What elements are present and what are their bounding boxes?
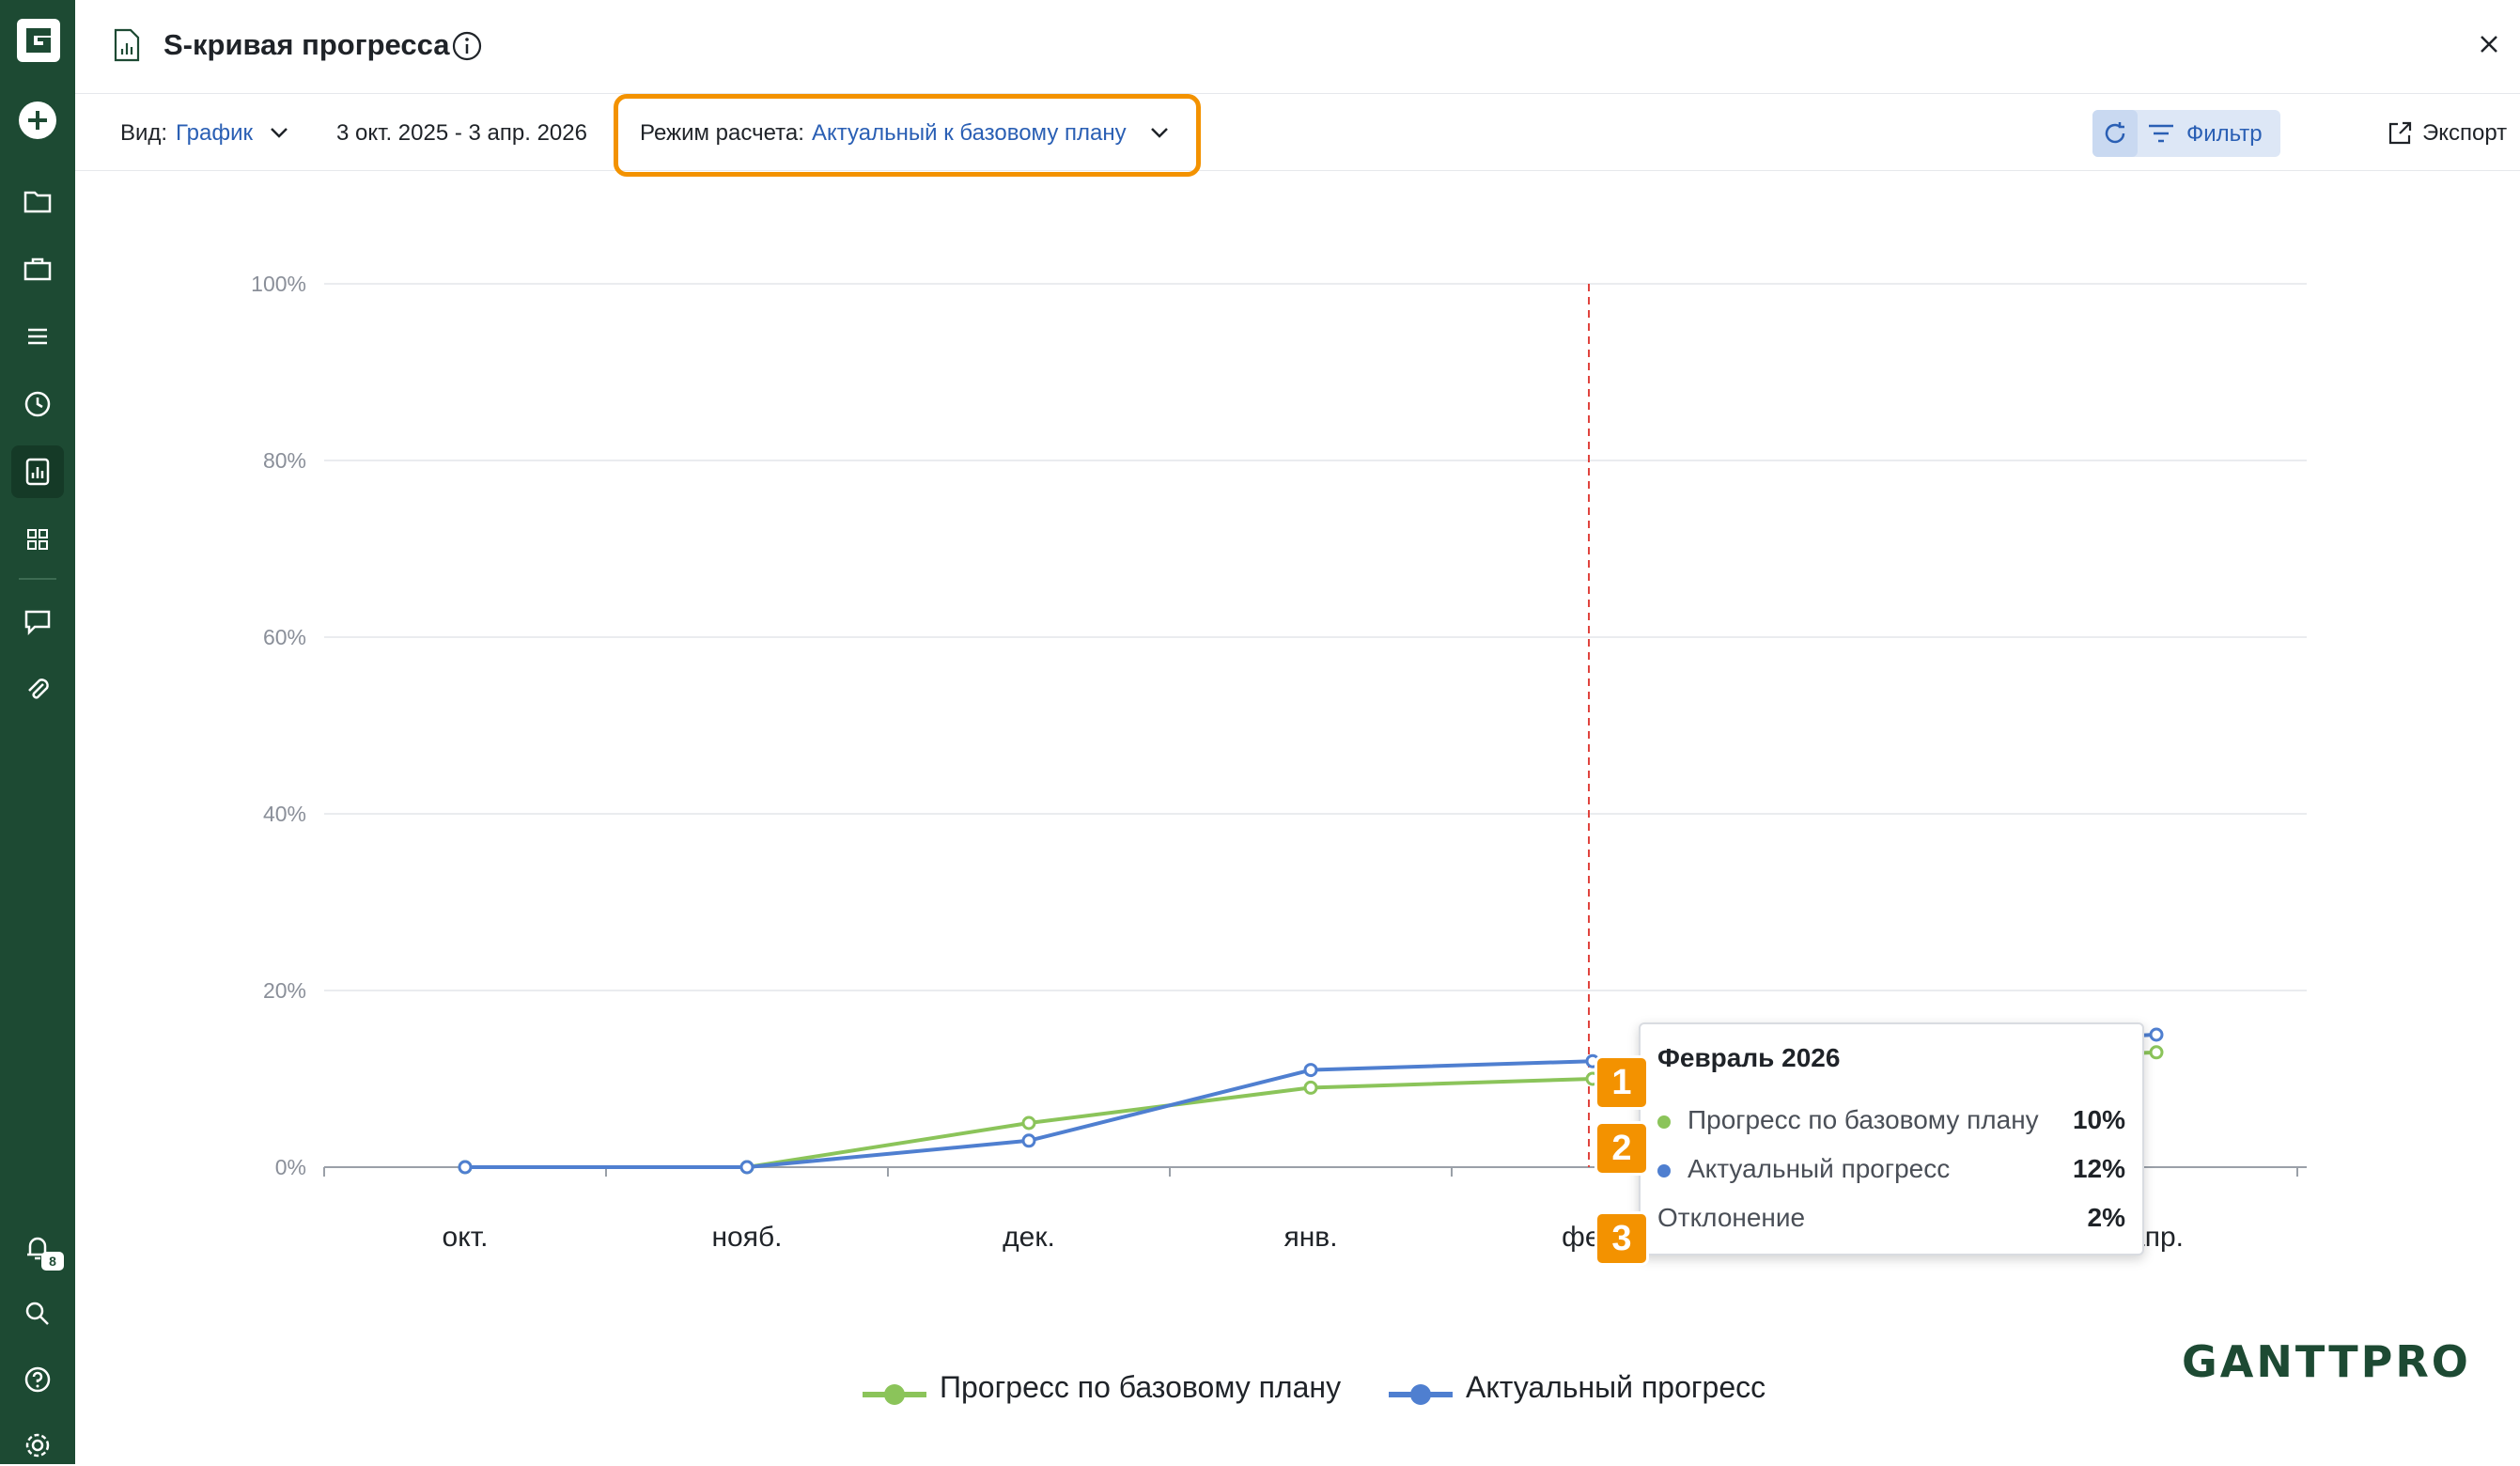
x-tick-label: дек. (1003, 1222, 1055, 1253)
export-button[interactable]: Экспорт (2422, 120, 2508, 146)
settings-icon[interactable] (17, 1425, 58, 1466)
sidebar: 8 (0, 0, 75, 1464)
list-icon[interactable] (17, 316, 58, 357)
folder-icon[interactable] (17, 180, 58, 222)
calculation-mode-highlight (614, 94, 1201, 177)
refresh-icon (2105, 122, 2125, 144)
date-range[interactable]: 3 окт. 2025 - 3 апр. 2026 (336, 120, 587, 146)
view-label: Вид: (120, 120, 168, 146)
filter-group: Фильтр (2092, 110, 2280, 157)
notification-badge: 8 (41, 1252, 64, 1271)
x-tick-label: окт. (443, 1222, 489, 1253)
tooltip-row-actual: Актуальный прогресс (1657, 1154, 1950, 1184)
briefcase-icon[interactable] (17, 248, 58, 289)
data-point (1021, 1133, 1036, 1148)
tooltip-deviation-label: Отклонение (1657, 1203, 1806, 1232)
callout-marker-1: 1 (1594, 1055, 1649, 1110)
clock-icon[interactable] (17, 383, 58, 425)
y-tick-label: 40% (263, 802, 306, 826)
tooltip-baseline-value: 10% (2072, 1105, 2125, 1134)
actual-dot-icon (1657, 1163, 1671, 1177)
close-icon[interactable] (2479, 34, 2499, 55)
data-point (1303, 1063, 1318, 1078)
ganttpro-logo[interactable] (15, 17, 62, 64)
callout-marker-3: 3 (1594, 1211, 1649, 1266)
mode-label: Режим расчета: (640, 120, 804, 146)
y-tick-label: 20% (263, 978, 306, 1003)
legend-baseline-swatch (863, 1384, 926, 1405)
chevron-down-icon[interactable] (1149, 126, 1170, 139)
search-icon[interactable] (17, 1293, 58, 1334)
x-tick-label: нояб. (711, 1222, 782, 1253)
tooltip-row-label: Прогресс по базовому плану (1688, 1105, 2039, 1134)
sidebar-divider (19, 578, 56, 580)
baseline-dot-icon (1657, 1115, 1671, 1129)
data-point (2149, 1027, 2164, 1042)
filter-icon (2149, 124, 2173, 143)
ganttpro-brand-logo: GANTTPRO (2182, 1336, 2471, 1387)
apps-icon[interactable] (17, 519, 58, 560)
help-icon[interactable] (17, 1359, 58, 1400)
chevron-down-icon[interactable] (269, 126, 289, 139)
chat-icon[interactable] (17, 601, 58, 643)
legend-baseline[interactable]: Прогресс по базовому плану (940, 1370, 1342, 1404)
data-point (1303, 1080, 1318, 1095)
legend-actual[interactable]: Актуальный прогресс (1466, 1370, 1766, 1404)
callout-marker-2: 2 (1594, 1121, 1649, 1176)
data-point (2149, 1045, 2164, 1060)
info-icon[interactable] (451, 30, 483, 62)
view-select[interactable]: График (176, 120, 253, 146)
export-icon[interactable] (2387, 120, 2413, 147)
y-tick-label: 0% (275, 1155, 306, 1179)
data-point (739, 1160, 754, 1175)
y-tick-label: 60% (263, 625, 306, 649)
report-file-icon (114, 28, 140, 62)
page-title: S-кривая прогресса (163, 28, 450, 61)
data-point (1021, 1115, 1036, 1131)
toolbar: Вид: График 3 окт. 2025 - 3 апр. 2026 Ре… (75, 94, 2520, 177)
add-icon[interactable] (17, 100, 58, 141)
tooltip-row-label: Актуальный прогресс (1688, 1154, 1951, 1183)
refresh-button[interactable] (2092, 110, 2138, 157)
modal-header: S-кривая прогресса (75, 0, 2520, 94)
tooltip-actual-value: 12% (2072, 1154, 2125, 1183)
tooltip-title: Февраль 2026 (1657, 1043, 1841, 1072)
tooltip-row-baseline: Прогресс по базовому плану (1657, 1105, 2039, 1135)
attachment-icon[interactable] (17, 669, 58, 710)
y-tick-label: 80% (263, 448, 306, 473)
filter-button[interactable]: Фильтр (2186, 121, 2263, 147)
data-point (458, 1160, 473, 1175)
chart-tooltip: Февраль 2026 Прогресс по базовому плану … (1639, 1022, 2144, 1255)
legend-actual-swatch (1389, 1384, 1453, 1405)
x-tick-label: янв. (1283, 1222, 1337, 1253)
tooltip-deviation-value: 2% (2087, 1203, 2125, 1232)
reports-icon[interactable] (11, 445, 64, 498)
mode-select[interactable]: Актуальный к базовому плану (812, 120, 1127, 146)
y-tick-label: 100% (251, 272, 306, 296)
